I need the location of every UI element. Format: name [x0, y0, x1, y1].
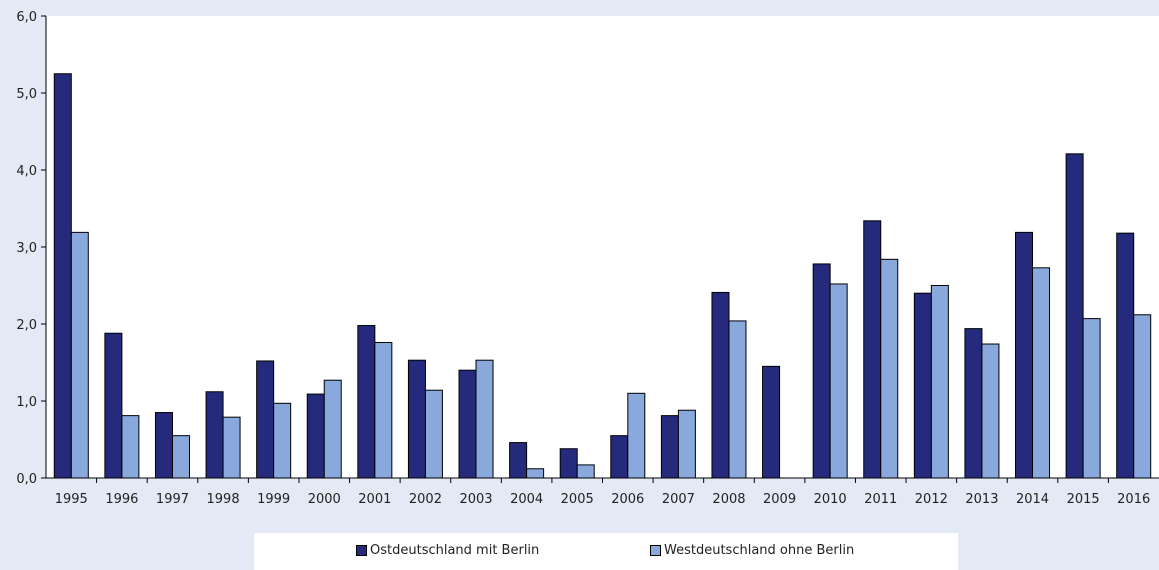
y-tick-label: 1,0 — [16, 395, 37, 410]
x-tick-label: 2008 — [712, 492, 745, 507]
y-tick-label: 4,0 — [16, 164, 37, 179]
bar-west-1999 — [273, 402, 292, 479]
x-tick-label: 2001 — [358, 492, 391, 507]
bar-west-1996 — [121, 415, 140, 479]
y-tick-label: 0,0 — [16, 472, 37, 487]
x-tick-label: 2007 — [662, 492, 695, 507]
x-tick-label: 2013 — [965, 492, 998, 507]
bar-west-1998 — [222, 416, 241, 479]
bar-ost-2005 — [559, 448, 578, 479]
x-tick-label: 1995 — [55, 492, 88, 507]
bar-west-2013 — [981, 343, 1000, 479]
bar-ost-2009 — [762, 365, 781, 479]
bar-west-1995 — [70, 231, 89, 479]
x-tick-label: 2002 — [409, 492, 442, 507]
bar-ost-2007 — [660, 415, 679, 479]
bar-ost-2016 — [1116, 232, 1135, 479]
bar-west-2006 — [627, 392, 646, 479]
bar-ost-2004 — [509, 442, 528, 479]
bar-west-1997 — [171, 435, 190, 479]
bar-ost-2012 — [913, 292, 932, 479]
bars-group — [53, 73, 1152, 479]
y-tick-label: 2,0 — [16, 318, 37, 333]
bar-ost-2008 — [711, 291, 730, 479]
bar-west-2016 — [1133, 314, 1152, 479]
y-tick-label: 5,0 — [16, 87, 37, 102]
bar-ost-2013 — [964, 328, 983, 479]
bar-ost-2000 — [306, 393, 325, 479]
bar-west-2000 — [323, 379, 342, 479]
legend: Ostdeutschland mit Berlin Westdeutschlan… — [254, 533, 958, 570]
x-axis-ticks: 1995 1996 1997 1998 1999 2000 2001 2002 2003 2004… — [55, 478, 1150, 507]
x-tick-label: 2014 — [1016, 492, 1049, 507]
x-tick-label: 2010 — [814, 492, 847, 507]
y-tick-label: 6,0 — [16, 10, 37, 25]
bar-west-2002 — [424, 389, 443, 479]
bar-ost-2006 — [610, 435, 629, 479]
bar-ost-2010 — [812, 263, 831, 479]
bar-west-2003 — [475, 359, 494, 479]
x-tick-label: 2015 — [1067, 492, 1100, 507]
x-tick-label: 2004 — [510, 492, 543, 507]
x-tick-label: 1998 — [207, 492, 240, 507]
x-tick-label: 2000 — [308, 492, 341, 507]
bar-ost-2011 — [863, 220, 882, 479]
x-tick-label: 2012 — [915, 492, 948, 507]
bar-ost-1995 — [53, 73, 72, 479]
x-tick-label: 1997 — [156, 492, 189, 507]
bar-ost-2003 — [458, 369, 477, 479]
legend-label-west: Westdeutschland ohne Berlin — [664, 543, 855, 558]
x-tick-label: 1996 — [105, 492, 138, 507]
legend-swatch-west — [650, 545, 661, 556]
bar-west-2008 — [728, 320, 747, 479]
bar-chart: 0,01,02,03,04,05,06,0 1995 1996 1997 1998 19… — [16, 10, 1159, 507]
x-tick-label: 2009 — [763, 492, 796, 507]
bar-ost-2014 — [1015, 231, 1034, 479]
bar-west-2015 — [1082, 318, 1101, 479]
bar-ost-2001 — [357, 325, 376, 479]
bar-ost-1996 — [104, 332, 123, 479]
x-tick-label: 1999 — [257, 492, 290, 507]
x-tick-label: 2006 — [611, 492, 644, 507]
bar-west-2004 — [526, 468, 545, 479]
bar-ost-2002 — [407, 359, 426, 479]
x-tick-label: 2016 — [1117, 492, 1150, 507]
bar-ost-1997 — [154, 412, 173, 479]
bar-west-2012 — [930, 285, 949, 479]
bar-ost-2015 — [1065, 153, 1084, 479]
bar-west-2001 — [374, 341, 393, 479]
y-axis-ticks: 0,0 1,0 2,0 3,0 4,0 5,0 6,0 — [16, 10, 46, 487]
bar-west-2011 — [880, 258, 899, 479]
bar-west-2014 — [1032, 267, 1051, 479]
bar-ost-1998 — [205, 391, 224, 479]
x-tick-label: 2011 — [864, 492, 897, 507]
legend-item-ost: Ostdeutschland mit Berlin — [356, 543, 539, 558]
bar-ost-1999 — [256, 360, 275, 479]
bar-west-2005 — [576, 464, 595, 479]
legend-label-ost: Ostdeutschland mit Berlin — [370, 543, 540, 558]
legend-swatch-ost — [356, 545, 367, 556]
y-tick-label: 3,0 — [16, 241, 37, 256]
bar-west-2007 — [677, 409, 696, 479]
bar-west-2010 — [829, 283, 848, 479]
x-tick-label: 2005 — [561, 492, 594, 507]
x-tick-label: 2003 — [459, 492, 492, 507]
legend-item-west: Westdeutschland ohne Berlin — [650, 543, 854, 558]
